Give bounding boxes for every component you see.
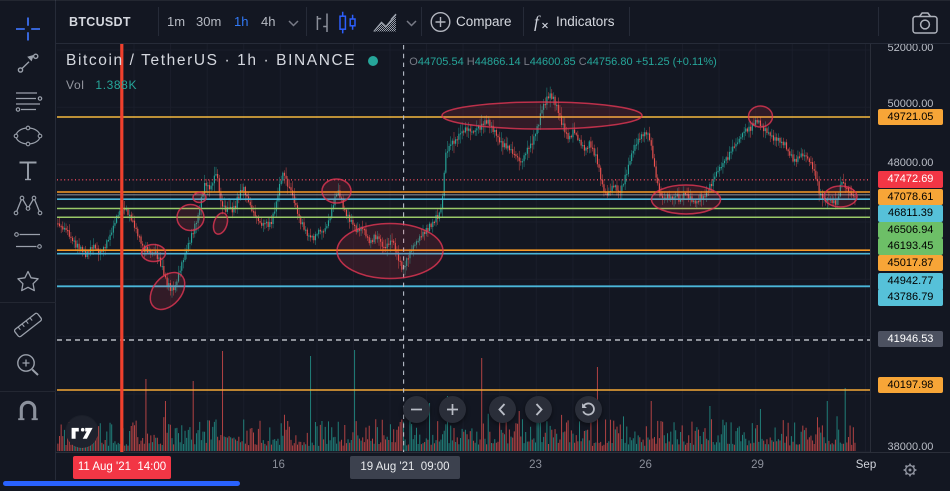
svg-text:f: f — [534, 13, 541, 32]
